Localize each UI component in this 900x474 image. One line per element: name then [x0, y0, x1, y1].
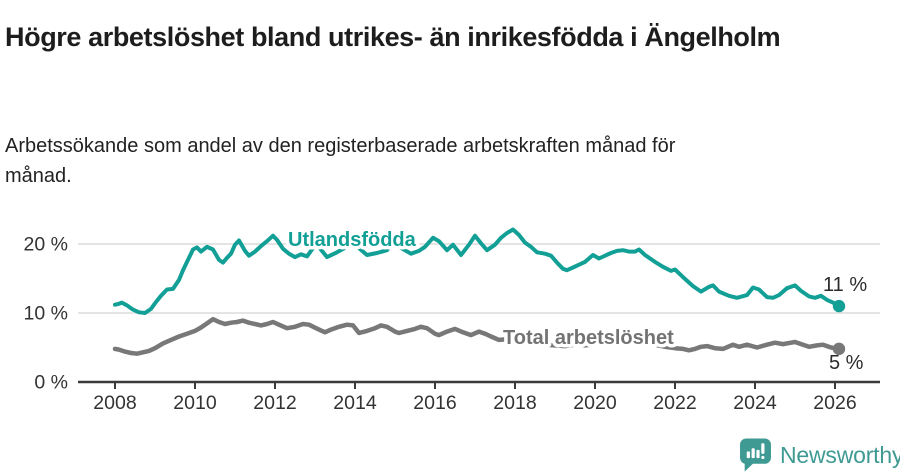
chart-subtitle: Arbetssökande som andel av den registerb…: [5, 135, 676, 187]
series-value-label-total-arbetsl-shet: 5 %: [829, 352, 864, 374]
x-tick-label: 2016: [413, 392, 456, 414]
series-line-utlandsf-dda: [113, 227, 841, 315]
brand-name: Newsworthy: [780, 441, 900, 468]
series-name-label-utlandsf-dda: Utlandsfödda: [288, 229, 417, 251]
x-tick-label: 2018: [493, 392, 536, 414]
line-chart: 2008 2010 2012 2014 2016 2018 2020 2022 2024 2026…: [24, 226, 880, 414]
x-tick-label: 2008: [93, 392, 136, 414]
series-line-total-arbetsl-shet: [112, 316, 842, 356]
series-value-label-utlandsf-dda: 11 %: [823, 274, 867, 296]
newsworthy-logo: Newsworthy: [739, 437, 900, 473]
x-tick-label: 2010: [173, 392, 217, 414]
x-tick-label: 2014: [333, 392, 377, 414]
series-end-dot-utlandsf-dda: [832, 299, 846, 313]
y-tick-label: 10 %: [24, 303, 68, 325]
x-tick-label: 2026: [813, 392, 856, 414]
page-title: Högre arbetslöshet bland utrikes- än inr…: [5, 22, 781, 53]
x-tick-label: 2012: [253, 392, 296, 414]
y-tick-label: 0 %: [34, 372, 68, 394]
bar-chart-speech-bubble-icon: [740, 438, 771, 472]
x-tick-label: 2022: [653, 392, 696, 414]
series-end-dot-total-arbetsl-shet: [832, 342, 846, 356]
series-name-label-total-arbetsl-shet: Total arbetslöshet: [503, 327, 674, 349]
y-tick-label: 20 %: [24, 234, 68, 256]
x-tick-label: 2020: [573, 392, 617, 414]
x-tick-label: 2024: [733, 392, 777, 414]
